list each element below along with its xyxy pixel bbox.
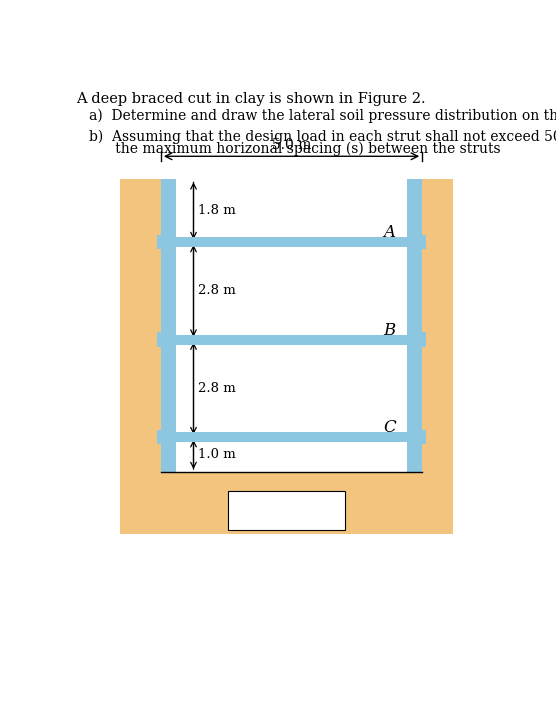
Bar	[161, 179, 422, 472]
Bar	[161, 237, 422, 247]
Text: 1.0 m: 1.0 m	[198, 448, 236, 461]
Text: γ= 19 kN/m³: γ= 19 kN/m³	[241, 511, 331, 525]
Bar	[120, 179, 453, 533]
Bar	[406, 179, 422, 472]
Text: A: A	[384, 224, 395, 241]
Bar	[229, 491, 345, 530]
Text: cₙ =50 kPa: cₙ =50 kPa	[248, 496, 325, 510]
Text: C: C	[384, 419, 396, 436]
Bar	[157, 235, 176, 249]
Bar	[406, 430, 426, 444]
Text: 2.8 m: 2.8 m	[198, 382, 236, 395]
Text: A deep braced cut in clay is shown in Figure 2.: A deep braced cut in clay is shown in Fi…	[76, 93, 425, 106]
Text: 1.8 m: 1.8 m	[198, 204, 236, 217]
Text: 5.0 m: 5.0 m	[272, 138, 311, 152]
Bar	[161, 432, 422, 442]
Text: b)  Assuming that the design load in each strut shall not exceed 500 kN, determi: b) Assuming that the design load in each…	[89, 130, 556, 144]
Text: a)  Determine and draw the lateral soil pressure distribution on the system: a) Determine and draw the lateral soil p…	[89, 108, 556, 123]
Text: B: B	[384, 322, 396, 339]
Text: 2.8 m: 2.8 m	[198, 284, 236, 298]
Bar	[157, 333, 176, 347]
Bar	[157, 430, 176, 444]
Bar	[406, 235, 426, 249]
Text: the maximum horizonal spacing (s) between the struts: the maximum horizonal spacing (s) betwee…	[89, 142, 500, 156]
Bar	[161, 335, 422, 345]
Bar	[406, 333, 426, 347]
Bar	[161, 179, 176, 472]
